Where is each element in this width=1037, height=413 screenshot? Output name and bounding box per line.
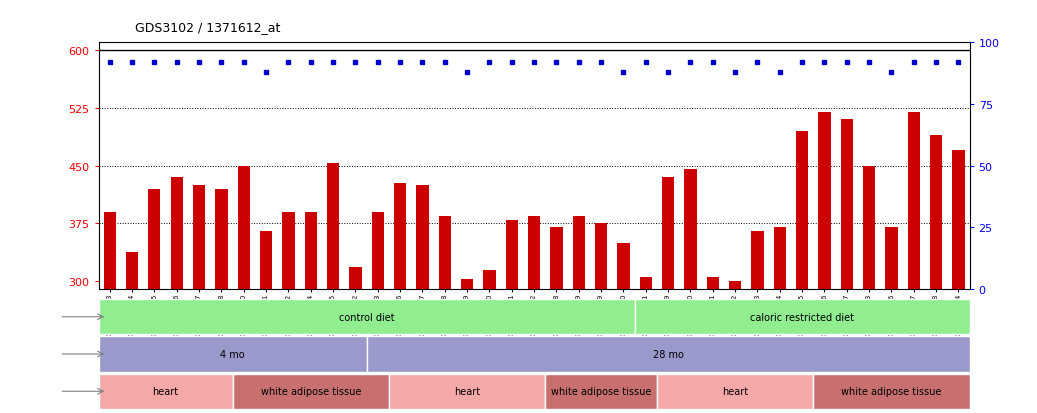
- Bar: [572, 216, 585, 413]
- Bar: [595, 224, 608, 413]
- Bar: [99, 374, 232, 409]
- Bar: [506, 220, 517, 413]
- Bar: [907, 112, 920, 413]
- Bar: [232, 374, 389, 409]
- Text: heart: heart: [454, 386, 480, 396]
- Bar: [460, 279, 473, 413]
- Bar: [617, 243, 629, 413]
- Bar: [282, 212, 295, 413]
- Text: 4 mo: 4 mo: [220, 349, 245, 359]
- Bar: [371, 212, 384, 413]
- Bar: [952, 151, 964, 413]
- Bar: [416, 185, 428, 413]
- Bar: [886, 228, 898, 413]
- Bar: [545, 374, 656, 409]
- Bar: [237, 166, 250, 413]
- Bar: [656, 374, 813, 409]
- Bar: [305, 212, 317, 413]
- Bar: [635, 299, 970, 335]
- Bar: [216, 189, 227, 413]
- Bar: [99, 337, 366, 372]
- Bar: [818, 112, 831, 413]
- Text: white adipose tissue: white adipose tissue: [260, 386, 361, 396]
- Bar: [528, 216, 540, 413]
- Bar: [863, 166, 875, 413]
- Bar: [148, 189, 161, 413]
- Bar: [389, 374, 545, 409]
- Bar: [260, 232, 272, 413]
- Bar: [796, 132, 808, 413]
- Bar: [170, 178, 183, 413]
- Bar: [551, 228, 562, 413]
- Bar: [729, 281, 741, 413]
- Bar: [640, 278, 652, 413]
- Text: white adipose tissue: white adipose tissue: [841, 386, 942, 396]
- Bar: [483, 270, 496, 413]
- Text: GDS3102 / 1371612_at: GDS3102 / 1371612_at: [135, 21, 280, 34]
- Text: 28 mo: 28 mo: [652, 349, 683, 359]
- Bar: [125, 252, 138, 413]
- Bar: [774, 228, 786, 413]
- Text: white adipose tissue: white adipose tissue: [551, 386, 651, 396]
- Bar: [706, 278, 719, 413]
- Bar: [813, 374, 970, 409]
- Bar: [930, 135, 943, 413]
- Bar: [684, 170, 697, 413]
- Bar: [662, 178, 674, 413]
- Text: control diet: control diet: [339, 312, 394, 322]
- Bar: [349, 268, 362, 413]
- Bar: [394, 184, 407, 413]
- Bar: [751, 232, 763, 413]
- Bar: [327, 164, 339, 413]
- Text: heart: heart: [722, 386, 748, 396]
- Bar: [366, 337, 970, 372]
- Bar: [439, 216, 451, 413]
- Text: caloric restricted diet: caloric restricted diet: [750, 312, 854, 322]
- Bar: [104, 212, 116, 413]
- Bar: [841, 120, 852, 413]
- Bar: [99, 299, 635, 335]
- Text: heart: heart: [152, 386, 178, 396]
- Bar: [193, 185, 205, 413]
